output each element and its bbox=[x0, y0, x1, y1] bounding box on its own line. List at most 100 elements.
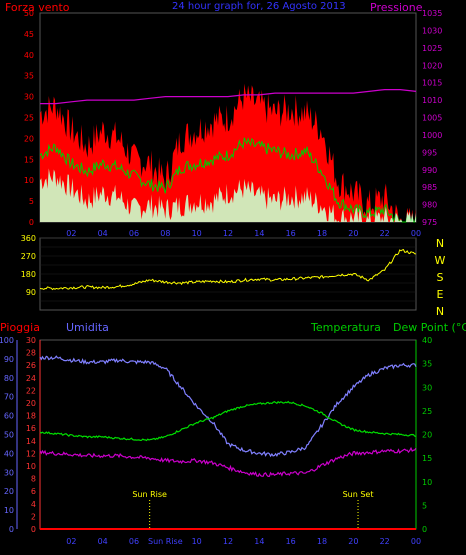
direction-compass-label: S bbox=[437, 271, 444, 284]
sunrise-label: Sun Rise bbox=[132, 490, 167, 499]
rain-y-tick-label: 70 bbox=[4, 393, 14, 402]
rain-y-tick-label: 0 bbox=[9, 525, 14, 534]
pressure-axis-title: Pressione bbox=[370, 1, 423, 14]
top-x-tick-label: 02 bbox=[66, 229, 76, 238]
top-x-tick-label: 12 bbox=[223, 229, 233, 238]
direction-y-tick-label: 180 bbox=[21, 270, 36, 279]
wind-y-tick-label: 20 bbox=[24, 134, 34, 143]
wind-average-series bbox=[39, 137, 417, 223]
rain-y-tick-label: 100 bbox=[0, 336, 14, 345]
humidity-y-tick-label: 26 bbox=[26, 361, 36, 370]
rain-y-tick-label: 60 bbox=[4, 412, 14, 421]
temperature-y-tick-label: 40 bbox=[422, 336, 432, 345]
humidity-series bbox=[39, 355, 417, 458]
pressure-y-tick-label: 1005 bbox=[422, 114, 442, 123]
direction-compass-label: E bbox=[437, 288, 444, 301]
rain-y-tick-label: 80 bbox=[4, 374, 14, 383]
direction-y-tick-label: 360 bbox=[21, 234, 36, 243]
direction-compass-label: N bbox=[436, 305, 444, 318]
direction-y-tick-label: 90 bbox=[26, 288, 36, 297]
bottom-x-tick-label: 02 bbox=[66, 537, 76, 546]
temperature-series bbox=[39, 400, 417, 442]
bottom-x-tick-label: 00 bbox=[411, 537, 421, 546]
pressure-y-tick-label: 1035 bbox=[422, 9, 442, 18]
top-x-tick-label: 14 bbox=[254, 229, 264, 238]
pressure-y-tick-label: 1030 bbox=[422, 26, 442, 35]
humidity-y-tick-label: 10 bbox=[26, 462, 36, 471]
pressure-y-tick-label: 980 bbox=[422, 201, 437, 210]
humidity-y-tick-label: 22 bbox=[26, 386, 36, 395]
pressure-y-tick-label: 1020 bbox=[422, 61, 442, 70]
wind-y-tick-label: 25 bbox=[24, 114, 34, 123]
direction-compass-label: W bbox=[435, 254, 446, 267]
pressure-y-tick-label: 990 bbox=[422, 166, 437, 175]
wind-y-tick-label: 50 bbox=[24, 9, 34, 18]
wind-y-tick-label: 10 bbox=[24, 176, 34, 185]
rain-y-tick-label: 40 bbox=[4, 449, 14, 458]
pressure-y-tick-label: 985 bbox=[422, 183, 437, 192]
temperature-y-tick-label: 25 bbox=[422, 407, 432, 416]
top-x-tick-label: 22 bbox=[380, 229, 390, 238]
wind-axis-title: Forza vento bbox=[5, 1, 70, 14]
rain-y-tick-label: 20 bbox=[4, 487, 14, 496]
rain-y-tick-label: 30 bbox=[4, 468, 14, 477]
pressure-y-tick-label: 1010 bbox=[422, 96, 442, 105]
temperature-y-tick-label: 0 bbox=[422, 525, 427, 534]
humidity-y-tick-label: 14 bbox=[26, 437, 36, 446]
wind-y-tick-label: 45 bbox=[24, 30, 34, 39]
pressure-series bbox=[40, 89, 417, 105]
humidity-y-tick-label: 20 bbox=[26, 399, 36, 408]
bottom-x-tick-label: 10 bbox=[192, 537, 202, 546]
dewpoint-series bbox=[39, 446, 417, 478]
rain-y-tick-label: 10 bbox=[4, 506, 14, 515]
humidity-y-tick-label: 4 bbox=[31, 500, 36, 509]
wind-y-tick-label: 5 bbox=[29, 197, 34, 206]
top-x-tick-label: 20 bbox=[348, 229, 358, 238]
humidity-y-tick-label: 12 bbox=[26, 449, 36, 458]
pressure-y-tick-label: 995 bbox=[422, 148, 437, 157]
rain-y-tick-label: 90 bbox=[4, 355, 14, 364]
top-x-tick-label: 10 bbox=[192, 229, 202, 238]
pressure-y-tick-label: 1000 bbox=[422, 131, 442, 140]
pressure-y-tick-label: 1025 bbox=[422, 44, 442, 53]
top-x-tick-label: 04 bbox=[98, 229, 108, 238]
bottom-x-tick-label: 14 bbox=[254, 537, 264, 546]
humidity-y-tick-label: 16 bbox=[26, 424, 36, 433]
humidity-axis-title: Umidita bbox=[66, 321, 109, 334]
wind-y-tick-label: 40 bbox=[24, 51, 34, 60]
bottom-x-tick-label: 12 bbox=[223, 537, 233, 546]
top-x-tick-label: 06 bbox=[129, 229, 139, 238]
pressure-y-tick-label: 1015 bbox=[422, 79, 442, 88]
wind-y-tick-label: 30 bbox=[24, 93, 34, 102]
wind-y-tick-label: 0 bbox=[29, 218, 34, 227]
wind-y-tick-label: 35 bbox=[24, 72, 34, 81]
bottom-x-tick-label: 06 bbox=[129, 537, 139, 546]
humidity-y-tick-label: 18 bbox=[26, 412, 36, 421]
dewpoint-axis-title: Dew Point (°C) bbox=[393, 321, 466, 334]
bottom-x-tick-label: 22 bbox=[380, 537, 390, 546]
top-x-tick-label: 16 bbox=[286, 229, 296, 238]
direction-y-tick-label: 270 bbox=[21, 252, 36, 261]
bottom-x-tick-label: Sun Rise bbox=[148, 537, 183, 546]
temperature-y-tick-label: 20 bbox=[422, 431, 432, 440]
bottom-plot-frame bbox=[39, 339, 417, 530]
top-x-tick-label: 08 bbox=[160, 229, 170, 238]
humidity-y-tick-label: 0 bbox=[31, 525, 36, 534]
temperature-y-tick-label: 30 bbox=[422, 383, 432, 392]
top-x-tick-label: 18 bbox=[317, 229, 327, 238]
humidity-y-tick-label: 6 bbox=[31, 487, 36, 496]
top-x-tick-label: 00 bbox=[411, 229, 421, 238]
pressure-y-tick-label: 975 bbox=[422, 218, 437, 227]
wind-low-series bbox=[40, 168, 416, 222]
bottom-x-tick-label: 04 bbox=[98, 537, 108, 546]
bottom-x-tick-label: 16 bbox=[286, 537, 296, 546]
temperature-axis-title: Temperatura bbox=[310, 321, 381, 334]
bottom-x-tick-label: 18 bbox=[317, 537, 327, 546]
direction-compass-label: N bbox=[436, 237, 444, 250]
rain-y-tick-label: 50 bbox=[4, 431, 14, 440]
wind-gust-series bbox=[40, 83, 416, 222]
rain-axis-title: Pioggia bbox=[0, 321, 40, 334]
wind-direction-series bbox=[39, 248, 417, 291]
humidity-y-tick-label: 28 bbox=[26, 349, 36, 358]
